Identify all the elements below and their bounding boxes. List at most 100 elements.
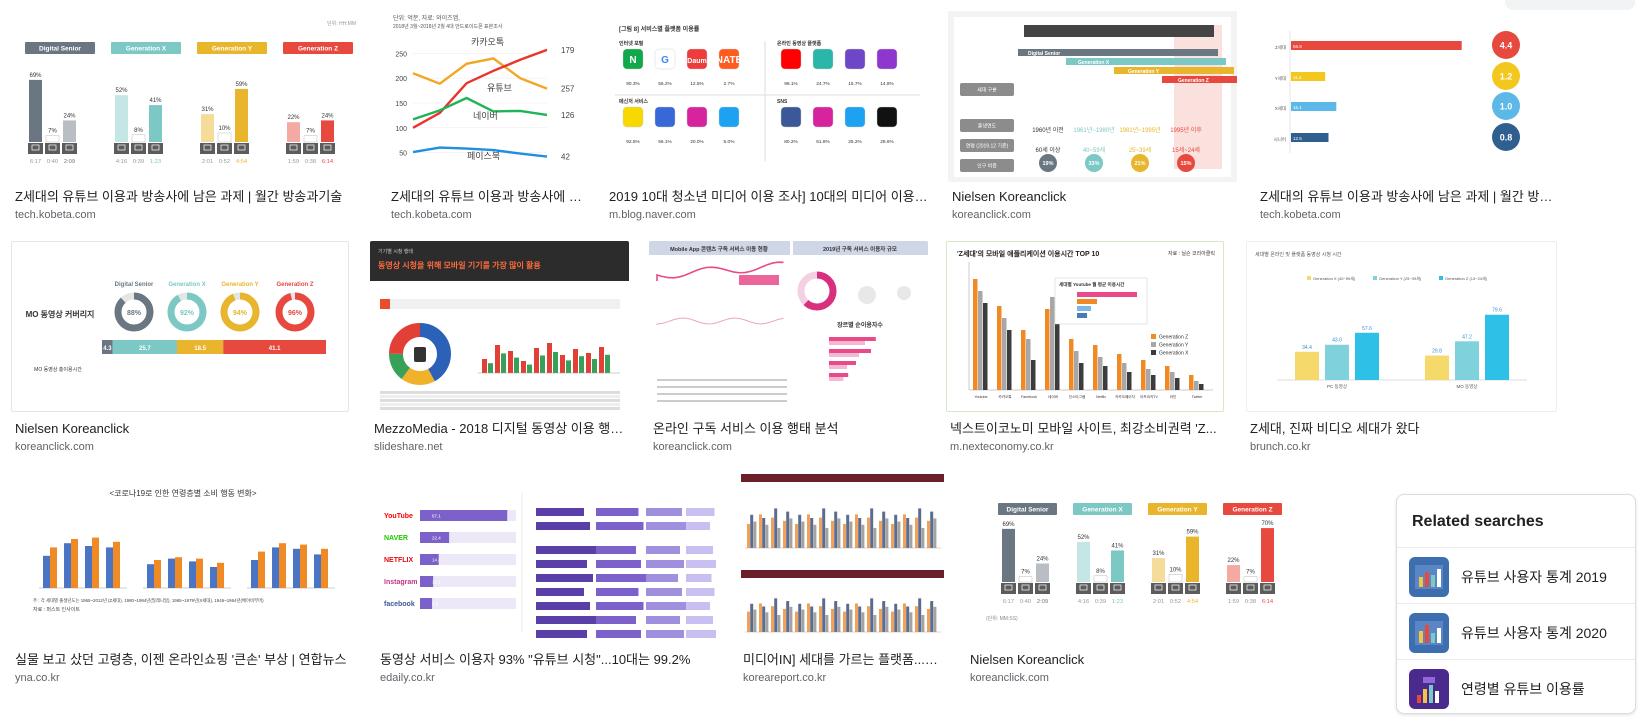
app-label: Twitter [1192, 395, 1203, 399]
brand-icon [812, 106, 834, 128]
device-icon [237, 144, 246, 151]
generation-tag-label: Generation Y [212, 46, 253, 53]
generation-tag-label: Generation Z [298, 46, 338, 53]
bar [795, 524, 798, 548]
bar-value: 11.4 [1293, 75, 1302, 80]
result-title[interactable]: Z세대, 진짜 비디오 세대가 왔다 [1250, 421, 1420, 436]
stacked-segment [596, 522, 644, 530]
donut-arc [167, 292, 207, 332]
chart-thumb-video-time: 세대별 온라인 및 플랫폼 동영상 시청 시간 Generation X (40… [1255, 251, 1527, 389]
footnote-line [657, 379, 787, 381]
result-title[interactable]: 2019 10대 청소년 미디어 이용 조사] 10대의 미디어 이용 공... [609, 189, 929, 204]
bar-value: 15.1 [1293, 105, 1302, 110]
bar [482, 359, 487, 373]
result-thumbnail-13[interactable] [739, 472, 946, 643]
time-label: 1:23 [150, 159, 161, 165]
result-domain: tech.kobeta.com [391, 209, 472, 221]
bar [149, 105, 162, 142]
birth-year: 1981년~1995년 [1119, 126, 1160, 134]
device-icon-box [217, 143, 232, 154]
result-thumbnail-11[interactable]: <코로나19로 인한 연령층별 소비 행동 변화> 주 : 각 세대별 출생년도… [11, 472, 356, 643]
device-icon [323, 144, 332, 151]
bar [855, 514, 858, 548]
series-label: 네이버 [473, 111, 498, 121]
result-thumbnail-3[interactable]: [그림 8] 서비스별 플랫폼 이용률 인터넷 포털 90.3% 56.2% 12.5… [605, 11, 930, 182]
time-label: 0:38 [305, 159, 316, 165]
stacked-segment [223, 340, 326, 354]
result-title[interactable]: Nielsen Koreanclick [952, 189, 1067, 204]
related-search-thumbnail-icon [1409, 613, 1449, 653]
time-label: 4:16 [1078, 599, 1089, 605]
result-title[interactable]: 실물 보고 샀던 고령층, 이젠 온라인쇼핑 '큰손' 부상 | 연합뉴스 [15, 652, 347, 667]
related-search-label[interactable]: 유튜브 사용자 통계 2019 [1461, 569, 1607, 585]
related-search-thumbnail-icon [1409, 669, 1449, 709]
bar [1103, 366, 1108, 390]
brand-icon [686, 48, 708, 70]
bar [1141, 360, 1146, 390]
chart-thumb-generation-table: Digital Senior Generation X Generation Y Ge… [954, 17, 1237, 177]
result-thumbnail-4[interactable]: Digital Senior Generation X Generation Y Ge… [948, 11, 1237, 182]
bar [777, 528, 781, 548]
bar-value: 67.1 [432, 514, 441, 519]
bar-value-label: 7% [1021, 570, 1030, 576]
bar [822, 598, 826, 632]
result-title[interactable]: 넥스트이코노미 모바일 사이트, 최강소비권력 'Z... [950, 421, 1217, 436]
result-thumbnail-8[interactable]: Mobile App 콘텐츠 구독 서비스 이용 현황 2019년 구독 서비스… [649, 241, 928, 412]
result-thumbnail-12[interactable]: YouTube 67.1 NAVER 22.4 NETFLIX 14.4 Instagram… [376, 472, 719, 643]
result-thumbnail-10[interactable]: 세대별 온라인 및 플랫폼 동영상 시청 시간 Generation X (40… [1246, 241, 1557, 412]
legend-label: Generation Z [1159, 335, 1188, 341]
bar [1050, 297, 1055, 390]
result-title[interactable]: Nielsen Koreanclick [970, 652, 1085, 667]
result-title[interactable]: 온라인 구독 서비스 이용 행태 분석 [653, 421, 839, 436]
time-label: 0:52 [219, 159, 230, 165]
bar-value-label: 70% [1261, 521, 1274, 527]
result-title[interactable]: MezzoMedia - 2018 디지털 동영상 이용 행태 ... [374, 421, 624, 436]
related-search-item[interactable]: 유튜브 사용자 통계 2019 [1397, 547, 1635, 604]
bar-value: 14.4 [432, 558, 441, 563]
related-search-label[interactable]: 유튜브 사용자 통계 2020 [1461, 625, 1607, 641]
bar [759, 514, 762, 548]
result-title[interactable]: 동영상 서비스 이용자 93% "유튜브 시청"...10대는 99.2% [380, 652, 691, 667]
percentage-label: 56.2% [658, 81, 672, 87]
bar [810, 518, 814, 548]
result-title[interactable]: Nielsen Koreanclick [15, 421, 130, 436]
bar-value-label: 69% [29, 73, 42, 79]
footnote-line [657, 393, 787, 395]
result-title[interactable]: Z세대의 유튜브 이용과 방송사에 남은 ... [391, 189, 586, 204]
result-domain: slideshare.net [374, 441, 443, 453]
bar [762, 518, 766, 548]
series-line [412, 96, 548, 121]
bar [798, 514, 802, 548]
related-searches-heading: Related searches [1412, 513, 1544, 530]
stacked-segment [177, 340, 224, 354]
app-label: 카카오페이지 [1115, 394, 1135, 399]
population-share: 33% [1088, 161, 1099, 167]
result-thumbnail-2[interactable]: 단위: 억분, 자료: 와이즈앱, 2018년 3월~2018년 2월 4대 안… [387, 11, 586, 182]
ratio-value: 1.0 [1500, 102, 1513, 112]
result-title[interactable]: 미디어IN] 세대를 가르는 플랫폼...연... [743, 652, 946, 667]
related-search-item[interactable]: 연령별 유튜브 이용률 [1397, 659, 1635, 716]
brand-icon [780, 48, 802, 70]
result-thumbnail-1[interactable]: 단위: HH:MM Digital Senior Generation X Gene… [11, 11, 368, 182]
result-thumbnail-6[interactable]: MO 동영상 커버리지 Digital Senior 88% Generation … [11, 241, 349, 412]
population-share: 15% [1180, 161, 1191, 167]
result-thumbnail-9[interactable]: 'Z세대'의 모바일 애플리케이션 이용시간 TOP 10 자료 : 닐슨 코리… [946, 241, 1224, 412]
stacked-segment [646, 616, 680, 624]
y-tick-label: 50 [399, 151, 407, 158]
result-thumbnail-5[interactable]: Z세대 56.9 4.4 Y세대 11.4 1.2 X세대 15.1 1.0 시니어 12.5 0.8 [1256, 11, 1557, 182]
chart-thumb-z-apps: 'Z세대'의 모바일 애플리케이션 이용시간 TOP 10 자료 : 닐슨 코리… [957, 249, 1215, 399]
related-search-item[interactable]: 유튜브 사용자 통계 2020 [1397, 603, 1635, 660]
bar [846, 514, 850, 548]
result-title[interactable]: Z세대의 유튜브 이용과 방송사에 남은 과제 | 월간 방송과기술 [15, 189, 343, 204]
result-thumbnail-7[interactable]: 기기별 시청 행태 동영상 시청을 위해 모바일 기기를 가장 많이 활용 [370, 241, 629, 412]
result-title[interactable]: Z세대의 유튜브 이용과 방송사에 남은 과제 | 월간 방송... [1260, 189, 1556, 204]
related-search-label[interactable]: 연령별 유튜브 이용률 [1461, 681, 1585, 697]
bar [420, 510, 508, 521]
bar [771, 606, 774, 632]
top-button-remnant[interactable] [1505, 0, 1635, 10]
result-domain: koreanclick.com [15, 441, 94, 453]
device-icon-box [1035, 583, 1050, 594]
bar-value-label: 41% [149, 98, 162, 104]
section-label: SNS [777, 99, 788, 105]
result-thumbnail-14[interactable]: Digital Senior Generation X Generation Y Ge… [966, 472, 1313, 643]
